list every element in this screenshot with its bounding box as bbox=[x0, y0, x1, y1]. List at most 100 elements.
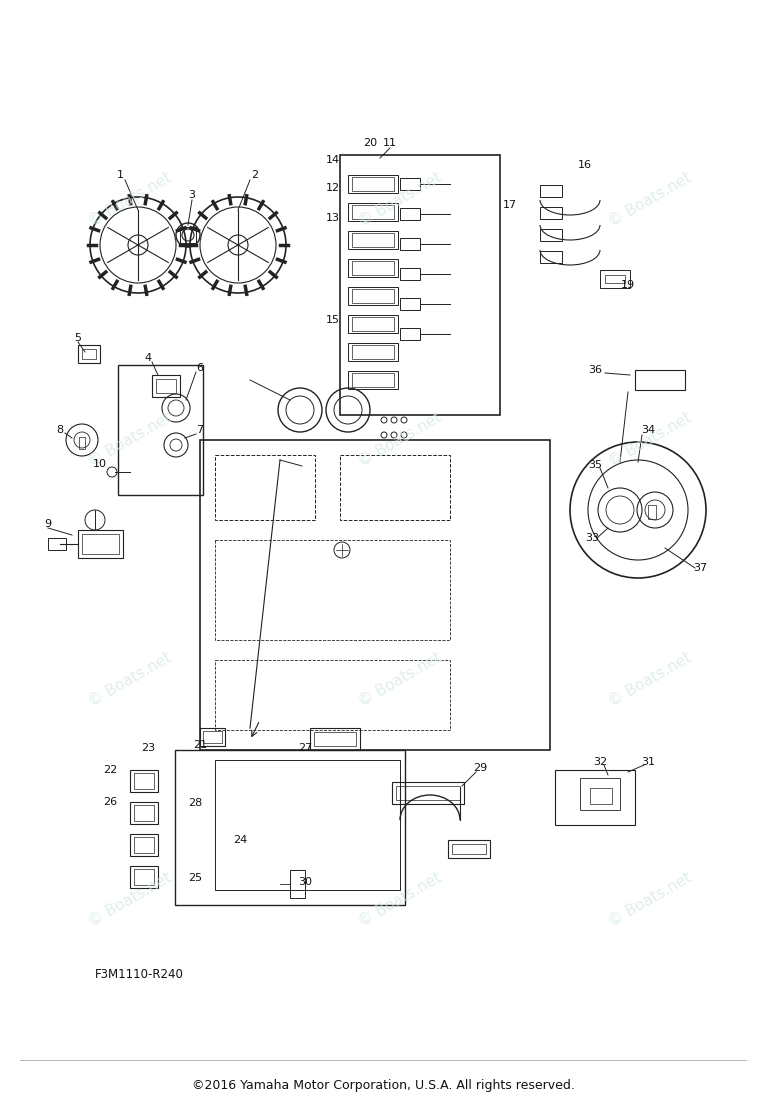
Text: © Boats.net: © Boats.net bbox=[86, 170, 174, 230]
Bar bbox=[540, 207, 562, 219]
Bar bbox=[215, 455, 315, 520]
Bar bbox=[352, 260, 394, 275]
Text: 28: 28 bbox=[188, 798, 202, 808]
Text: 16: 16 bbox=[578, 160, 592, 170]
Text: 7: 7 bbox=[196, 425, 204, 435]
Text: 32: 32 bbox=[593, 757, 607, 767]
Text: © Boats.net: © Boats.net bbox=[356, 170, 444, 230]
Text: 20: 20 bbox=[363, 138, 377, 148]
Bar bbox=[400, 238, 420, 250]
Bar bbox=[352, 177, 394, 191]
Text: 2: 2 bbox=[251, 170, 259, 180]
Text: 12: 12 bbox=[326, 183, 340, 193]
Text: 25: 25 bbox=[188, 873, 202, 883]
Bar bbox=[118, 364, 203, 495]
Bar bbox=[82, 534, 119, 555]
Text: 1: 1 bbox=[116, 170, 123, 180]
Text: 31: 31 bbox=[641, 757, 655, 767]
Text: 13: 13 bbox=[326, 214, 340, 222]
Bar bbox=[540, 252, 562, 263]
Text: 3: 3 bbox=[188, 190, 195, 200]
Text: 19: 19 bbox=[621, 280, 635, 290]
Bar bbox=[348, 259, 398, 277]
Text: 34: 34 bbox=[641, 425, 655, 435]
Bar bbox=[130, 770, 158, 792]
Text: 27: 27 bbox=[298, 743, 312, 754]
Text: © Boats.net: © Boats.net bbox=[356, 870, 444, 930]
Text: © Boats.net: © Boats.net bbox=[356, 651, 444, 710]
Text: © Boats.net: © Boats.net bbox=[86, 651, 174, 710]
Text: 33: 33 bbox=[585, 533, 599, 543]
Bar bbox=[48, 538, 66, 550]
Bar bbox=[352, 373, 394, 387]
Bar bbox=[352, 345, 394, 359]
Bar bbox=[310, 728, 360, 750]
Text: 8: 8 bbox=[57, 425, 64, 435]
Bar bbox=[352, 205, 394, 219]
Text: ©2016 Yamaha Motor Corporation, U.S.A. All rights reserved.: ©2016 Yamaha Motor Corporation, U.S.A. A… bbox=[192, 1079, 574, 1091]
Bar bbox=[82, 349, 96, 359]
Bar bbox=[215, 660, 450, 730]
Text: F3M1110-R240: F3M1110-R240 bbox=[95, 968, 184, 982]
Text: © Boats.net: © Boats.net bbox=[356, 410, 444, 470]
Bar bbox=[340, 155, 500, 415]
Bar bbox=[555, 770, 635, 825]
Bar bbox=[400, 299, 420, 310]
Bar bbox=[348, 343, 398, 361]
Bar bbox=[130, 802, 158, 824]
Bar bbox=[400, 178, 420, 190]
Bar bbox=[348, 371, 398, 389]
Text: 23: 23 bbox=[141, 743, 155, 754]
Bar bbox=[540, 184, 562, 197]
Text: 11: 11 bbox=[383, 138, 397, 148]
Bar bbox=[352, 233, 394, 247]
Bar bbox=[348, 203, 398, 221]
Text: 17: 17 bbox=[503, 200, 517, 210]
Text: © Boats.net: © Boats.net bbox=[606, 870, 694, 930]
Bar bbox=[400, 328, 420, 340]
Bar bbox=[200, 728, 225, 746]
Bar bbox=[340, 455, 450, 520]
Bar bbox=[648, 505, 656, 519]
Text: 24: 24 bbox=[233, 835, 247, 845]
Bar bbox=[352, 288, 394, 303]
Text: 30: 30 bbox=[298, 877, 312, 887]
Text: 5: 5 bbox=[74, 333, 81, 343]
Text: 14: 14 bbox=[326, 155, 340, 165]
Text: 35: 35 bbox=[588, 459, 602, 470]
Text: 22: 22 bbox=[103, 765, 117, 775]
Bar bbox=[314, 732, 356, 746]
Text: 37: 37 bbox=[693, 563, 707, 574]
Bar bbox=[635, 370, 685, 390]
Bar bbox=[152, 375, 180, 397]
Bar bbox=[200, 440, 550, 750]
Text: © Boats.net: © Boats.net bbox=[86, 410, 174, 470]
Text: 36: 36 bbox=[588, 364, 602, 375]
Text: © Boats.net: © Boats.net bbox=[86, 870, 174, 930]
Text: 21: 21 bbox=[193, 740, 207, 750]
Bar bbox=[78, 530, 123, 558]
Bar bbox=[180, 227, 196, 243]
Bar bbox=[78, 345, 100, 363]
Bar bbox=[580, 778, 620, 811]
Bar bbox=[400, 208, 420, 220]
Bar bbox=[130, 834, 158, 856]
Bar bbox=[215, 540, 450, 639]
Bar bbox=[134, 869, 154, 885]
Bar bbox=[348, 176, 398, 193]
Text: 15: 15 bbox=[326, 315, 340, 325]
Bar bbox=[400, 268, 420, 280]
Text: 9: 9 bbox=[44, 519, 51, 529]
Text: 29: 29 bbox=[473, 762, 487, 773]
Bar bbox=[448, 840, 490, 858]
Bar bbox=[175, 750, 405, 904]
Text: 26: 26 bbox=[103, 797, 117, 807]
Bar bbox=[600, 271, 630, 288]
Text: © Boats.net: © Boats.net bbox=[606, 651, 694, 710]
Bar bbox=[156, 379, 176, 394]
Bar bbox=[392, 781, 464, 804]
Bar bbox=[348, 231, 398, 249]
Bar bbox=[134, 773, 154, 789]
Text: © Boats.net: © Boats.net bbox=[606, 410, 694, 470]
Text: 4: 4 bbox=[145, 353, 152, 363]
